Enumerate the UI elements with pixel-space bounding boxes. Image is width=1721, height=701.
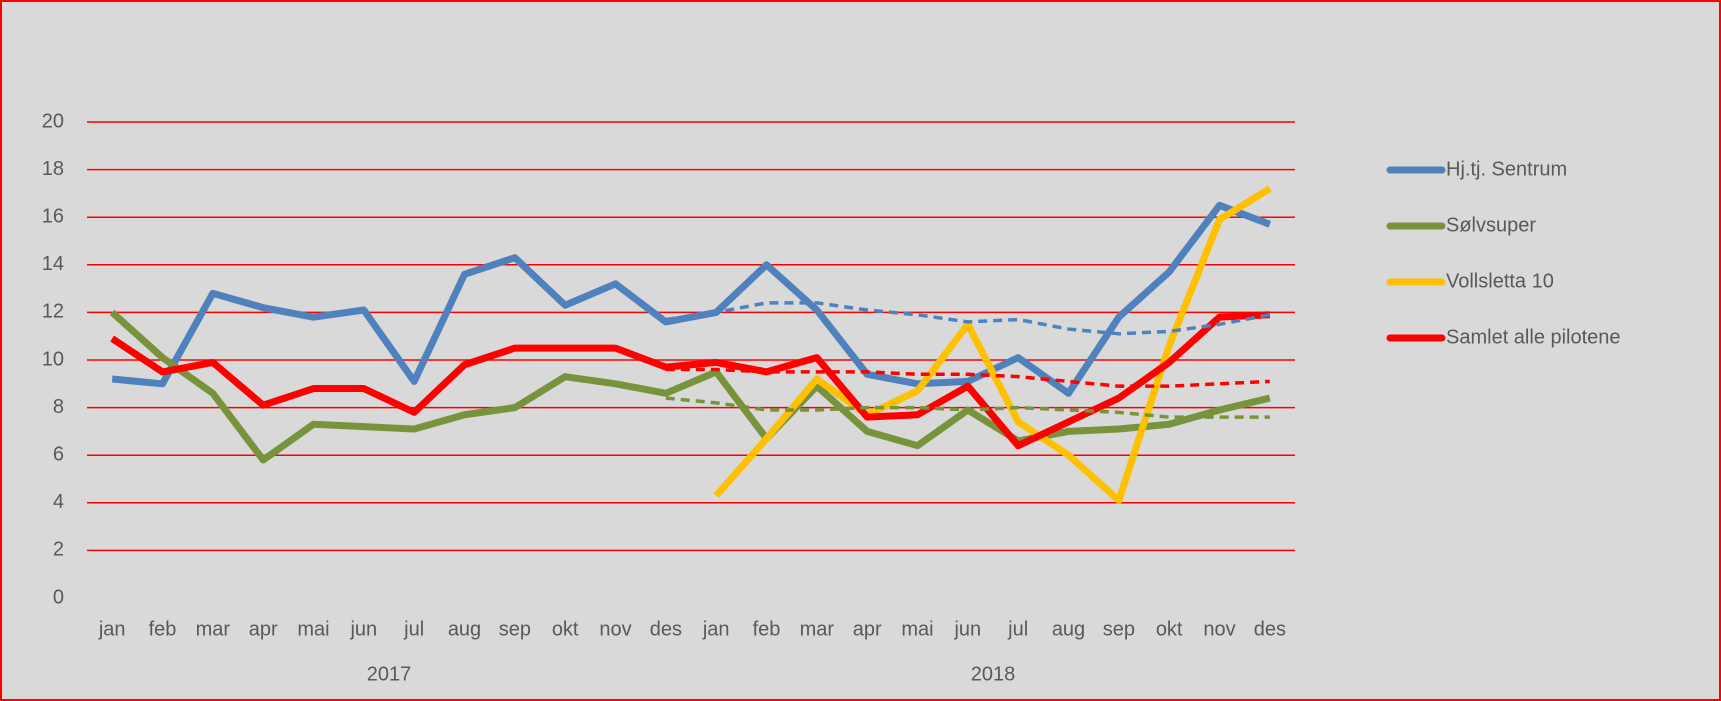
x-tick-label: sep bbox=[499, 618, 531, 640]
x-group-label: 2017 bbox=[367, 663, 412, 685]
y-tick-label: 18 bbox=[42, 158, 64, 180]
x-tick-label: aug bbox=[1052, 618, 1085, 640]
x-tick-label: okt bbox=[1156, 618, 1183, 640]
y-tick-label: 20 bbox=[42, 110, 64, 132]
x-tick-label: feb bbox=[149, 618, 177, 640]
y-tick-label: 16 bbox=[42, 205, 64, 227]
trend-line bbox=[665, 396, 1270, 419]
x-tick-label: jan bbox=[98, 618, 126, 640]
x-tick-label: okt bbox=[552, 618, 579, 640]
legend-label: Vollsletta 10 bbox=[1446, 270, 1554, 292]
legend-label: Sølvsuper bbox=[1446, 214, 1536, 236]
x-tick-label: jun bbox=[349, 618, 377, 640]
legend-label: Samlet alle pilotene bbox=[1446, 326, 1621, 348]
x-tick-label: sep bbox=[1103, 618, 1135, 640]
y-tick-label: 10 bbox=[42, 348, 64, 370]
x-tick-label: jan bbox=[702, 618, 730, 640]
x-tick-label: mai bbox=[297, 618, 329, 640]
x-group-label: 2018 bbox=[971, 663, 1016, 685]
x-tick-label: jul bbox=[1007, 618, 1028, 640]
x-tick-label: mar bbox=[800, 618, 835, 640]
trend-line bbox=[665, 301, 1271, 336]
y-tick-label: 0 bbox=[53, 586, 64, 608]
series-line bbox=[713, 185, 1272, 504]
y-tick-label: 4 bbox=[53, 491, 64, 513]
x-tick-label: apr bbox=[249, 618, 278, 640]
x-tick-label: des bbox=[1254, 618, 1286, 640]
x-tick-label: nov bbox=[1203, 618, 1235, 640]
x-tick-label: nov bbox=[599, 618, 631, 640]
legend-label: Hj.tj. Sentrum bbox=[1446, 158, 1567, 180]
x-tick-label: jun bbox=[953, 618, 981, 640]
y-tick-label: 14 bbox=[42, 253, 64, 275]
x-tick-label: apr bbox=[853, 618, 882, 640]
y-tick-label: 8 bbox=[53, 396, 64, 418]
x-tick-label: des bbox=[650, 618, 682, 640]
series-line bbox=[109, 309, 1271, 464]
x-tick-label: jul bbox=[403, 618, 424, 640]
series-line bbox=[110, 311, 1270, 450]
y-tick-label: 2 bbox=[53, 539, 64, 561]
x-tick-label: aug bbox=[448, 618, 481, 640]
y-tick-label: 6 bbox=[53, 443, 64, 465]
x-tick-label: feb bbox=[753, 618, 781, 640]
y-tick-label: 12 bbox=[42, 301, 64, 323]
trend-line bbox=[665, 367, 1270, 388]
x-tick-label: mai bbox=[901, 618, 933, 640]
x-tick-label: mar bbox=[196, 618, 231, 640]
